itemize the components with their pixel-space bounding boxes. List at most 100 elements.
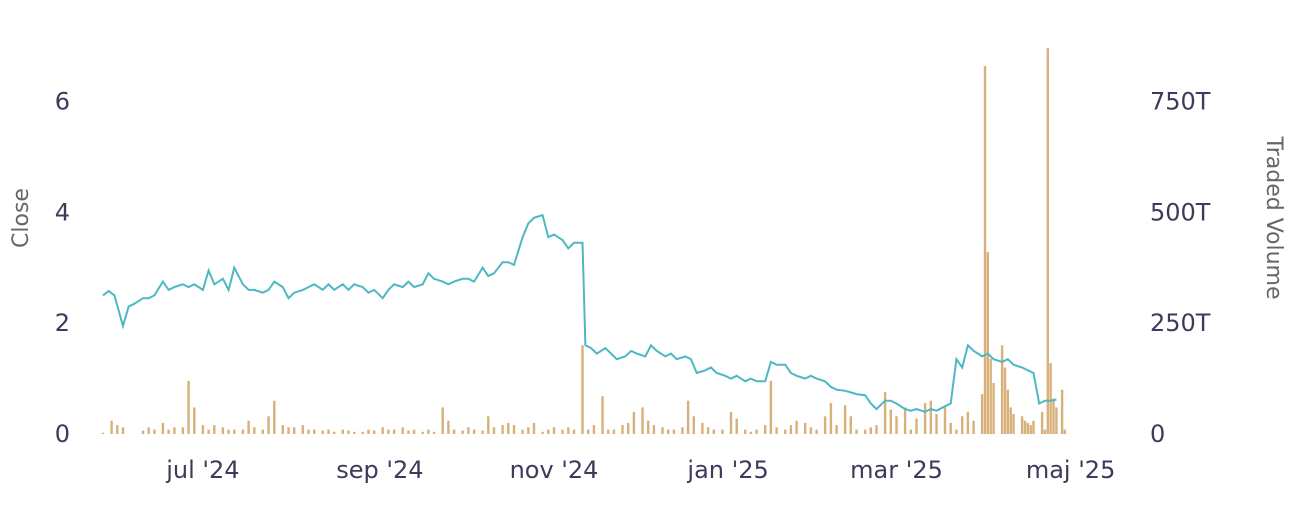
volume-bar bbox=[961, 416, 964, 434]
volume-bar bbox=[407, 430, 410, 434]
volume-bar bbox=[452, 429, 456, 434]
volume-bar bbox=[744, 429, 747, 434]
volume-bar bbox=[632, 411, 636, 434]
volume-bar bbox=[1029, 425, 1032, 434]
right-tick-label: 750T bbox=[1150, 87, 1211, 115]
volume-bar bbox=[607, 429, 610, 434]
volume-bar bbox=[1063, 429, 1067, 434]
left-tick-label: 0 bbox=[55, 420, 70, 448]
volume-bar bbox=[823, 416, 827, 434]
volume-bar bbox=[241, 429, 245, 434]
volume-bar bbox=[167, 429, 170, 434]
volume-bar bbox=[681, 427, 684, 434]
volume-bars bbox=[101, 48, 1067, 434]
volume-bar bbox=[652, 425, 656, 434]
volume-bar bbox=[935, 414, 938, 434]
x-tick-label: jul '24 bbox=[165, 456, 239, 484]
volume-bar bbox=[949, 422, 952, 434]
volume-bar bbox=[1012, 414, 1015, 434]
volume-bar bbox=[943, 407, 947, 434]
volume-bar bbox=[467, 427, 470, 434]
volume-bar bbox=[301, 425, 304, 434]
volume-bar bbox=[849, 416, 852, 434]
volume-bar bbox=[293, 427, 296, 434]
volume-bar bbox=[784, 429, 787, 434]
right-tick-label: 500T bbox=[1150, 198, 1211, 226]
x-tick-label: mar '25 bbox=[850, 456, 943, 484]
volume-bar bbox=[313, 429, 316, 434]
volume-bar bbox=[769, 380, 773, 434]
volume-bar bbox=[147, 427, 150, 434]
volume-bar bbox=[561, 429, 564, 434]
volume-bar bbox=[735, 418, 738, 434]
volume-bar bbox=[835, 425, 838, 434]
volume-bar bbox=[381, 427, 384, 434]
volume-bar bbox=[121, 427, 125, 434]
volume-bar bbox=[527, 427, 530, 434]
volume-bar bbox=[447, 420, 450, 434]
volume-bar bbox=[461, 430, 464, 434]
volume-bar bbox=[401, 427, 404, 434]
volume-bar bbox=[869, 427, 872, 434]
volume-bar bbox=[1040, 411, 1044, 434]
volume-bar bbox=[267, 416, 270, 434]
right-axis-ticks: 0 250T 500T 750T bbox=[1150, 87, 1211, 448]
volume-bar bbox=[592, 425, 596, 434]
volume-bar bbox=[667, 429, 670, 434]
volume-bar bbox=[915, 418, 918, 434]
volume-bar bbox=[863, 429, 867, 434]
volume-bar bbox=[572, 429, 576, 434]
volume-bar bbox=[116, 425, 119, 434]
volume-bar bbox=[1049, 363, 1052, 434]
volume-bar bbox=[213, 425, 216, 434]
volume-bar bbox=[980, 394, 984, 434]
volume-bar bbox=[992, 383, 995, 434]
right-tick-label: 250T bbox=[1150, 309, 1211, 337]
volume-bar bbox=[815, 429, 818, 434]
volume-bar bbox=[1009, 407, 1012, 434]
volume-bar bbox=[809, 427, 813, 434]
volume-bar bbox=[512, 425, 516, 434]
volume-bar bbox=[647, 420, 650, 434]
volume-bar bbox=[795, 420, 798, 434]
volume-bar bbox=[273, 400, 276, 434]
volume-bar bbox=[587, 429, 590, 434]
volume-bar bbox=[895, 416, 898, 434]
volume-bar bbox=[989, 358, 992, 434]
volume-bar bbox=[829, 403, 833, 434]
volume-bar bbox=[729, 411, 733, 434]
volume-bar bbox=[764, 425, 767, 434]
volume-bar bbox=[581, 345, 584, 434]
volume-bar bbox=[929, 400, 932, 434]
volume-bar bbox=[501, 425, 504, 434]
volume-bar bbox=[1020, 416, 1024, 434]
volume-bar bbox=[775, 427, 778, 434]
volume-bar bbox=[287, 427, 290, 434]
volume-bar bbox=[353, 431, 356, 434]
volume-bar bbox=[492, 427, 496, 434]
volume-bar bbox=[472, 429, 476, 434]
volume-bar bbox=[392, 429, 396, 434]
volume-bar bbox=[972, 420, 975, 434]
volume-bar bbox=[187, 380, 190, 434]
volume-bar bbox=[321, 430, 324, 434]
volume-bar bbox=[567, 427, 570, 434]
volume-bar bbox=[692, 416, 695, 434]
volume-bar bbox=[721, 429, 724, 434]
volume-bar bbox=[487, 416, 490, 434]
volume-bar bbox=[481, 430, 484, 434]
volume-bar bbox=[207, 429, 210, 434]
volume-bar bbox=[855, 429, 858, 434]
volume-bar bbox=[333, 431, 336, 434]
volume-bar bbox=[1003, 367, 1007, 434]
volume-bar bbox=[1060, 389, 1064, 434]
volume-bar bbox=[532, 422, 536, 434]
volume-bar bbox=[1006, 389, 1009, 434]
volume-bar bbox=[1052, 398, 1055, 434]
volume-bar bbox=[712, 429, 715, 434]
x-tick-label: sep '24 bbox=[336, 456, 423, 484]
volume-bar bbox=[789, 425, 793, 434]
volume-bar bbox=[661, 427, 664, 434]
volume-bar bbox=[161, 422, 165, 434]
volume-bar bbox=[307, 429, 310, 434]
